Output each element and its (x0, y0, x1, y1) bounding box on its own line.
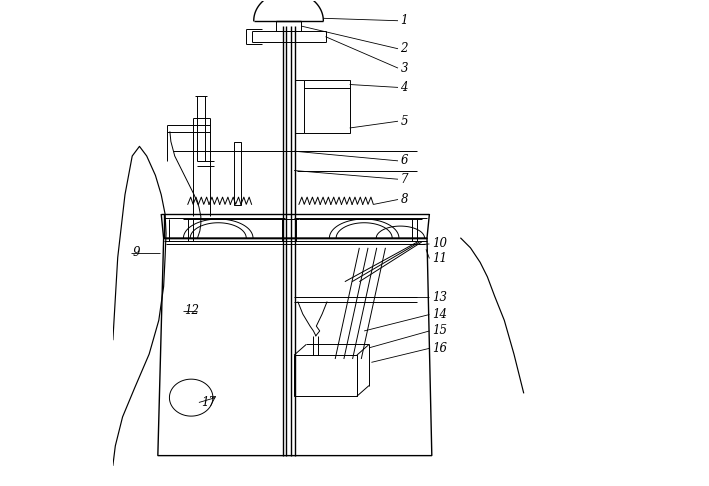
Text: 10: 10 (432, 238, 447, 250)
Text: 9: 9 (132, 246, 140, 259)
Text: 15: 15 (432, 325, 447, 337)
Text: 14: 14 (432, 308, 447, 321)
Text: 8: 8 (401, 193, 408, 206)
Text: 7: 7 (401, 173, 408, 186)
Text: 3: 3 (401, 62, 408, 74)
Text: 17: 17 (201, 396, 216, 409)
Text: 16: 16 (432, 342, 447, 355)
Text: 13: 13 (432, 291, 447, 304)
Text: 6: 6 (401, 155, 408, 167)
Text: 4: 4 (401, 81, 408, 94)
Text: 12: 12 (184, 304, 199, 317)
Text: 11: 11 (432, 252, 447, 265)
Text: 2: 2 (401, 42, 408, 55)
Text: 5: 5 (401, 115, 408, 128)
Text: 1: 1 (401, 14, 408, 27)
